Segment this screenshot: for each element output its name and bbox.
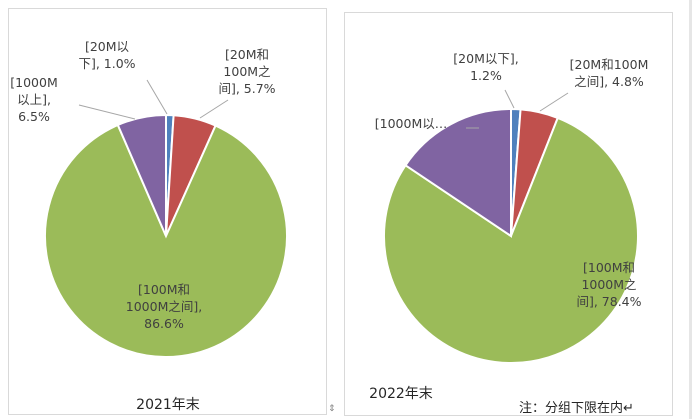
chart-caption-1: 2022年末 [369,386,433,402]
slice-label-1-1: [20M和100M 之间], 4.8% [570,57,649,89]
pie-slice-0-3 [116,113,167,237]
slice-label-0-0: [20M以下], 1.0% [78,39,135,71]
right-edge-rule [689,0,692,419]
slice-label-1-0: [20M以下], 1.2% [453,51,518,83]
slice-label-0-2: [100M和 1000M之间], 86.6% [126,282,202,331]
slice-label-1-2: [100M和 1000M之间], 78.4% [576,260,641,309]
slice-label-0-3: [1000M 以上], 6.5% [10,75,57,124]
leader-line-1-1 [539,92,569,112]
leader-line-0-1 [199,99,229,119]
slice-label-0-1: [20M和 100M之间], 5.7% [218,47,275,96]
leader-line-0-3 [78,104,136,120]
chart-caption-0: 2021年末 [136,397,200,413]
leader-line-1-0 [504,89,515,109]
pie-slice-1-2 [382,116,639,364]
slice-label-1-3: [1000M以… [375,116,447,131]
footnote: 注：分组下限在内↵ [519,401,634,416]
pie-slice-0-2 [44,123,288,358]
pie-slice-1-3 [404,107,512,238]
resize-handle-icon: ⇕ [328,404,336,414]
leader-line-0-0 [146,79,168,115]
